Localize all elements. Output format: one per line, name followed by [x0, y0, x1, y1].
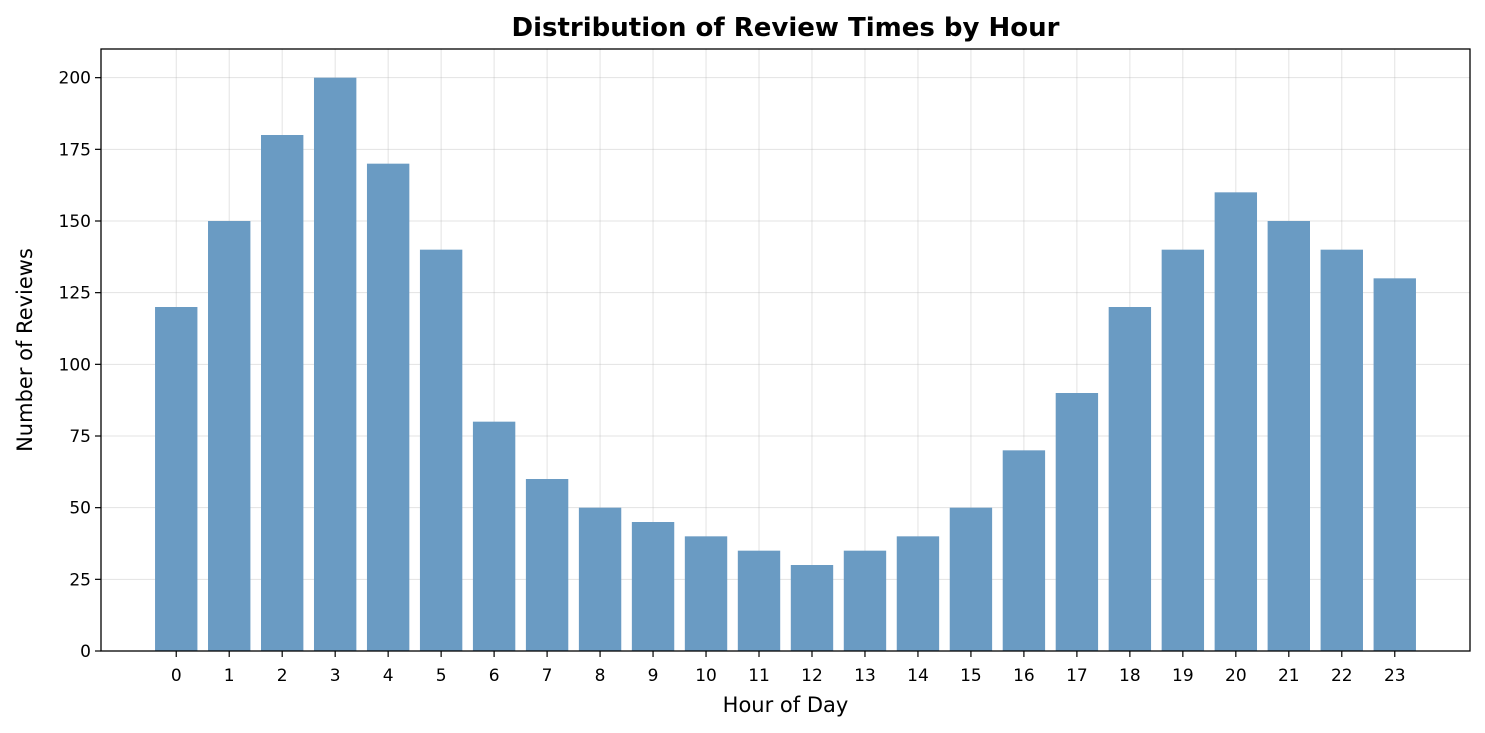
- x-tick-label: 0: [171, 666, 182, 686]
- y-tick-label: 100: [59, 355, 91, 375]
- x-tick-label: 11: [748, 666, 770, 686]
- bar-hour-16: [1002, 450, 1046, 651]
- x-tick-label: 19: [1172, 666, 1194, 686]
- bar-hour-22: [1320, 249, 1363, 651]
- bar-hour-18: [1108, 307, 1152, 651]
- bar-hour-3: [313, 77, 357, 651]
- bar-hour-4: [366, 163, 410, 651]
- x-tick-label: 4: [383, 666, 394, 686]
- bar-hour-2: [260, 135, 304, 651]
- y-axis-label: Number of Reviews: [13, 248, 37, 452]
- bar-hour-9: [631, 522, 675, 651]
- y-tick-label: 125: [59, 284, 91, 304]
- y-tick-label: 150: [59, 212, 91, 232]
- x-tick-label: 21: [1278, 666, 1300, 686]
- grid: [101, 49, 1470, 652]
- x-tick-label: 5: [436, 666, 447, 686]
- x-tick-label: 15: [960, 666, 982, 686]
- bar-hour-1: [208, 221, 251, 651]
- plot-frame: [100, 48, 1471, 652]
- bar-hour-19: [1161, 249, 1205, 651]
- y-axis-ticks: 0 25 50 75 100 125 150 175 200: [59, 69, 101, 662]
- x-tick-label: 12: [801, 666, 823, 686]
- x-tick-label: 22: [1331, 666, 1353, 686]
- bar-hour-23: [1373, 278, 1416, 651]
- x-tick-label: 2: [277, 666, 288, 686]
- bar-hour-0: [155, 307, 198, 651]
- x-tick-label: 6: [489, 666, 500, 686]
- bar-hour-11: [737, 550, 781, 651]
- x-tick-label: 3: [330, 666, 341, 686]
- y-tick-label: 50: [69, 499, 91, 519]
- x-tick-label: 23: [1384, 666, 1406, 686]
- bars: [155, 77, 1416, 652]
- bar-hour-12: [790, 565, 834, 651]
- bar-hour-13: [843, 550, 887, 651]
- x-tick-label: 20: [1225, 666, 1247, 686]
- y-tick-label: 75: [69, 427, 91, 447]
- x-tick-label: 9: [648, 666, 659, 686]
- bar-hour-5: [419, 249, 463, 651]
- bar-hour-20: [1214, 192, 1258, 652]
- y-tick-label: 0: [80, 642, 91, 662]
- x-tick-label: 16: [1013, 666, 1035, 686]
- y-tick-label: 175: [59, 140, 91, 160]
- x-tick-label: 18: [1119, 666, 1141, 686]
- bar-hour-17: [1055, 393, 1099, 651]
- x-tick-label: 13: [854, 666, 876, 686]
- x-tick-label: 14: [907, 666, 929, 686]
- x-tick-label: 10: [695, 666, 717, 686]
- bar-hour-8: [578, 507, 622, 651]
- x-tick-label: 8: [595, 666, 606, 686]
- x-axis-ticks: 0 1 2 3 4 5 6 7 8 9 10 11 12 13 14 15 16 17 18 19 20 21 22 23: [171, 651, 1406, 686]
- x-axis-label: Hour of Day: [723, 693, 849, 717]
- bar-hour-15: [949, 507, 993, 651]
- bar-hour-10: [684, 536, 728, 651]
- chart-title: Distribution of Review Times by Hour: [512, 13, 1060, 43]
- bar-hour-6: [472, 421, 516, 651]
- y-tick-label: 25: [69, 570, 91, 590]
- y-tick-label: 200: [59, 69, 91, 89]
- bar-hour-7: [525, 479, 569, 651]
- bar-hour-21: [1267, 221, 1311, 651]
- x-tick-label: 7: [542, 666, 553, 686]
- x-tick-label: 1: [224, 666, 235, 686]
- x-tick-label: 17: [1066, 666, 1088, 686]
- bar-hour-14: [896, 536, 940, 651]
